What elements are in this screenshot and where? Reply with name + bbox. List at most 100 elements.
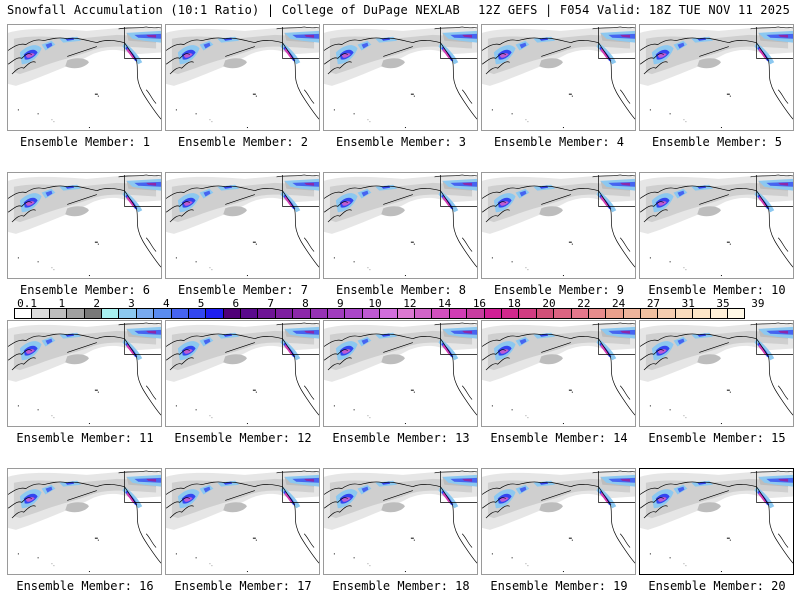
- ensemble-member-panel-10[interactable]: [639, 172, 794, 279]
- ensemble-member-label: Ensemble Member: 17: [174, 579, 312, 593]
- ensemble-member-panel-13[interactable]: [323, 320, 478, 427]
- ensemble-member-panel-11[interactable]: [7, 320, 162, 427]
- coastline-borders: [166, 26, 319, 120]
- legend-color-cell: [728, 309, 745, 318]
- ensemble-member-panel-17[interactable]: [165, 468, 320, 575]
- ensemble-member-label: Ensemble Member: 15: [648, 431, 786, 445]
- legend-color-cell: [588, 309, 607, 318]
- coastline-borders: [166, 322, 319, 416]
- snowfall-map: [166, 470, 319, 573]
- legend-tick-label: 35: [716, 297, 730, 310]
- islands: [491, 389, 573, 425]
- ensemble-member-panel-8[interactable]: [323, 172, 478, 279]
- legend-tick-label: 12: [403, 297, 417, 310]
- legend-color-cell: [101, 309, 120, 318]
- ensemble-member-panel-20[interactable]: [639, 468, 794, 575]
- ensemble-member-panel-9[interactable]: [481, 172, 636, 279]
- legend-color-cell: [345, 309, 363, 318]
- legend-color-cell: [536, 309, 555, 318]
- ensemble-member-label: Ensemble Member: 12: [174, 431, 312, 445]
- legend-tick-label: 1: [58, 297, 66, 310]
- ensemble-member-label: Ensemble Member: 18: [332, 579, 470, 593]
- faint-dots: [51, 267, 55, 271]
- islands: [491, 93, 573, 129]
- snowfall-map: [482, 470, 635, 573]
- coastline-borders: [640, 322, 793, 416]
- legend-color-cell: [623, 309, 642, 318]
- faint-dots: [209, 563, 213, 567]
- ensemble-member-label: Ensemble Member: 14: [490, 431, 628, 445]
- islands: [175, 537, 257, 573]
- legend-tick-label: 39: [751, 297, 765, 310]
- ensemble-member-label: Ensemble Member: 10: [648, 283, 786, 297]
- ensemble-member-panel-1[interactable]: [7, 24, 162, 131]
- snowfall-map: [482, 26, 635, 129]
- ensemble-member-label: Ensemble Member: 9: [493, 283, 625, 297]
- snowfall-map: [640, 322, 793, 425]
- legend-color-cell: [554, 309, 572, 318]
- faint-dots: [683, 415, 687, 419]
- islands: [175, 389, 257, 425]
- snowfall-map: [324, 322, 477, 425]
- legend-color-cell: [258, 309, 276, 318]
- ensemble-member-panel-12[interactable]: [165, 320, 320, 427]
- legend-color-cell: [67, 309, 85, 318]
- faint-dots: [51, 415, 55, 419]
- snowfall-map: [166, 26, 319, 129]
- legend-tick-label: 22: [577, 297, 591, 310]
- ensemble-member-panel-19[interactable]: [481, 468, 636, 575]
- legend-color-cell: [171, 309, 189, 318]
- snowfall-map: [8, 174, 161, 277]
- snowfall-map: [166, 174, 319, 277]
- ensemble-member-panel-2[interactable]: [165, 24, 320, 131]
- legend-color-cell: [658, 309, 676, 318]
- ensemble-member-panel-18[interactable]: [323, 468, 478, 575]
- faint-dots: [51, 563, 55, 567]
- coastline-borders: [8, 322, 161, 416]
- ensemble-member-label: Ensemble Member: 1: [19, 135, 151, 149]
- ensemble-member-panel-14[interactable]: [481, 320, 636, 427]
- faint-dots: [367, 119, 371, 123]
- legend-tick-label: 5: [197, 297, 205, 310]
- ensemble-member-panel-15[interactable]: [639, 320, 794, 427]
- islands: [333, 537, 415, 573]
- ensemble-member-panel-16[interactable]: [7, 468, 162, 575]
- ensemble-member-panel-5[interactable]: [639, 24, 794, 131]
- heavy-snow-shading: [493, 474, 635, 509]
- ensemble-member-panel-3[interactable]: [323, 24, 478, 131]
- coastline-borders: [166, 470, 319, 564]
- heavy-snow-shading: [493, 326, 635, 361]
- legend-color-cell: [362, 309, 381, 318]
- legend-color-cell: [484, 309, 502, 318]
- islands: [649, 93, 731, 129]
- heavy-snow-shading: [335, 326, 477, 361]
- legend-color-cell: [84, 309, 102, 318]
- ensemble-member-label: Ensemble Member: 13: [332, 431, 470, 445]
- snowfall-color-legend: [14, 308, 746, 319]
- legend-color-cell: [449, 309, 468, 318]
- legend-color-cell: [275, 309, 294, 318]
- coastline-borders: [482, 322, 635, 416]
- legend-color-cell: [136, 309, 155, 318]
- legend-color-cell: [693, 309, 711, 318]
- legend-color-cell: [397, 309, 415, 318]
- legend-color-cell: [606, 309, 624, 318]
- ensemble-member-label: Ensemble Member: 4: [493, 135, 625, 149]
- ensemble-member-panel-7[interactable]: [165, 172, 320, 279]
- legend-color-cell: [710, 309, 729, 318]
- legend-tick-label: 18: [507, 297, 521, 310]
- faint-dots: [209, 267, 213, 271]
- coastline-borders: [8, 470, 161, 564]
- coastline-borders: [324, 470, 477, 564]
- ensemble-member-label: Ensemble Member: 5: [651, 135, 783, 149]
- ensemble-member-panel-6[interactable]: [7, 172, 162, 279]
- snowfall-map: [640, 174, 793, 277]
- ensemble-member-panel-4[interactable]: [481, 24, 636, 131]
- legend-color-cell: [467, 309, 485, 318]
- coastline-borders: [8, 26, 161, 120]
- legend-color-cell: [328, 309, 346, 318]
- model-run-info: 12Z GEFS | F054 Valid: 18Z TUE NOV 11 20…: [478, 3, 790, 17]
- snowfall-map: [8, 322, 161, 425]
- legend-tick-label: 16: [472, 297, 487, 310]
- ensemble-member-label: Ensemble Member: 6: [19, 283, 151, 297]
